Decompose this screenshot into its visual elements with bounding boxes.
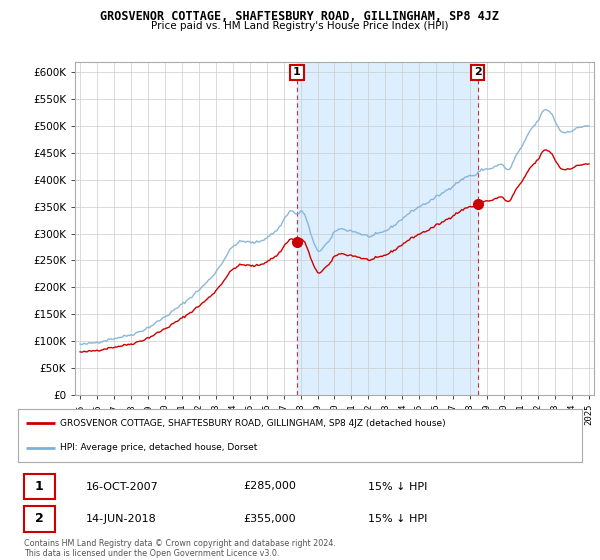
Bar <box>297 62 478 395</box>
FancyBboxPatch shape <box>23 474 55 500</box>
Text: £285,000: £285,000 <box>244 482 296 492</box>
Text: 1: 1 <box>293 67 301 77</box>
FancyBboxPatch shape <box>23 506 55 531</box>
Text: GROSVENOR COTTAGE, SHAFTESBURY ROAD, GILLINGHAM, SP8 4JZ: GROSVENOR COTTAGE, SHAFTESBURY ROAD, GIL… <box>101 10 499 23</box>
Text: 15% ↓ HPI: 15% ↓ HPI <box>368 514 427 524</box>
Text: HPI: Average price, detached house, Dorset: HPI: Average price, detached house, Dors… <box>60 443 257 452</box>
Text: GROSVENOR COTTAGE, SHAFTESBURY ROAD, GILLINGHAM, SP8 4JZ (detached house): GROSVENOR COTTAGE, SHAFTESBURY ROAD, GIL… <box>60 419 446 428</box>
Text: 2: 2 <box>35 512 44 525</box>
Text: 15% ↓ HPI: 15% ↓ HPI <box>368 482 427 492</box>
Text: 1: 1 <box>35 480 44 493</box>
Text: 2: 2 <box>474 67 482 77</box>
Text: £355,000: £355,000 <box>244 514 296 524</box>
Text: Price paid vs. HM Land Registry's House Price Index (HPI): Price paid vs. HM Land Registry's House … <box>151 21 449 31</box>
Text: 14-JUN-2018: 14-JUN-2018 <box>86 514 157 524</box>
Text: 16-OCT-2007: 16-OCT-2007 <box>86 482 158 492</box>
Text: Contains HM Land Registry data © Crown copyright and database right 2024.
This d: Contains HM Land Registry data © Crown c… <box>24 539 336 558</box>
